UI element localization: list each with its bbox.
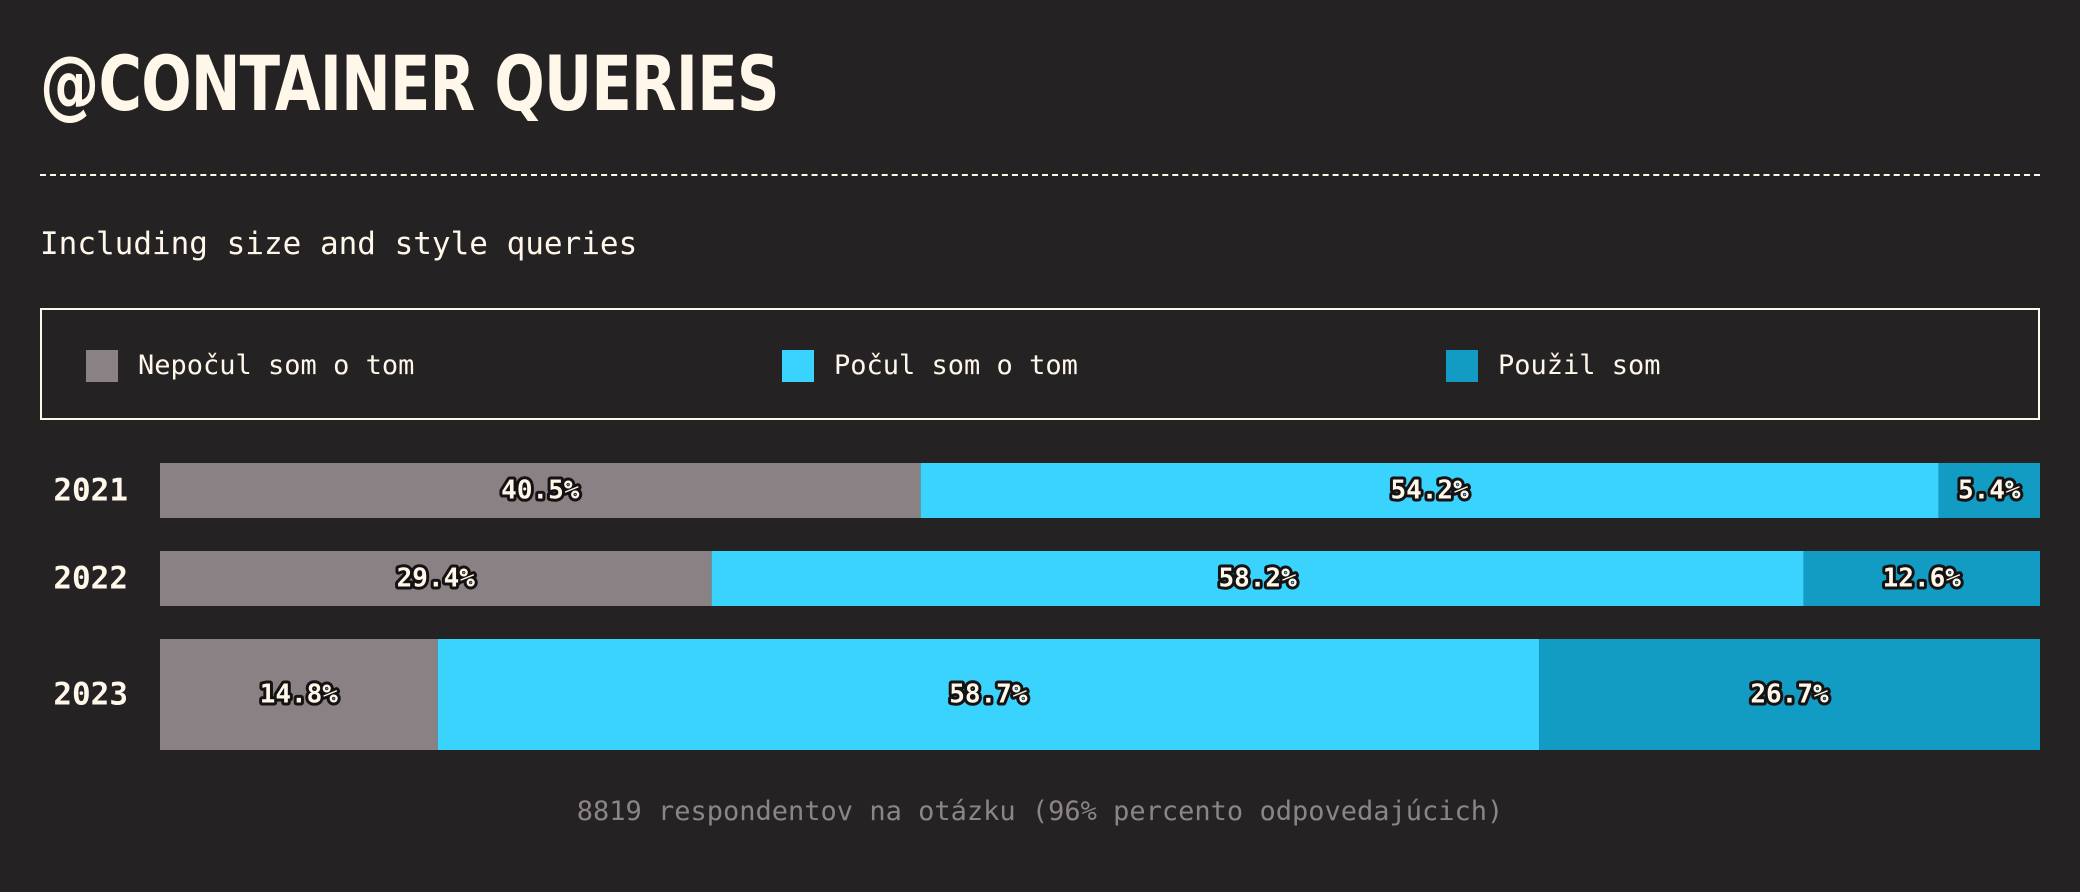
legend-label-heard: Počul som o tom bbox=[834, 350, 1078, 381]
legend-swatch-never-heard bbox=[86, 350, 118, 382]
page-title: @CONTAINER QUERIES bbox=[40, 39, 780, 128]
legend-item-never-heard[interactable]: Nepočul som o tom bbox=[86, 350, 414, 382]
y-tick-label-2022: 2022 bbox=[53, 561, 128, 597]
legend-item-used[interactable]: Použil som bbox=[1446, 350, 1661, 382]
bar-2022-pouzil-som[interactable] bbox=[1803, 551, 2040, 606]
legend-label-never-heard: Nepočul som o tom bbox=[138, 350, 415, 381]
bar-2023-nepocul-som-o-tom[interactable] bbox=[160, 639, 438, 750]
legend-label-used: Použil som bbox=[1498, 350, 1661, 381]
bar-2023-pocul-som-o-tom[interactable] bbox=[437, 639, 1540, 750]
bar-2023-pouzil-som[interactable] bbox=[1539, 639, 2040, 750]
data-label-2022-pocul-som-o-tom: 58.2% bbox=[1218, 564, 1297, 594]
chart-subtitle: Including size and style queries bbox=[40, 226, 638, 262]
data-label-2023-pocul-som-o-tom: 58.7% bbox=[949, 680, 1028, 710]
legend-swatch-heard bbox=[782, 350, 814, 382]
bar-2021-pocul-som-o-tom[interactable] bbox=[920, 463, 1939, 518]
respondents-note: 8819 respondentov na otázku (96% percent… bbox=[576, 796, 1504, 827]
data-label-2021-nepocul-som-o-tom: 40.5% bbox=[501, 476, 580, 506]
y-tick-label-2021: 2021 bbox=[53, 473, 128, 509]
data-label-2021-pouzil-som: 5.4% bbox=[1958, 476, 2021, 506]
bar-2021-nepocul-som-o-tom[interactable] bbox=[160, 463, 921, 518]
bar-2022-nepocul-som-o-tom[interactable] bbox=[160, 551, 712, 606]
data-label-2021-pocul-som-o-tom: 54.2% bbox=[1390, 476, 1469, 506]
data-label-2022-pouzil-som: 12.6% bbox=[1883, 564, 1962, 594]
title-divider bbox=[40, 174, 2040, 176]
bar-2022-pocul-som-o-tom[interactable] bbox=[711, 551, 1804, 606]
legend-swatch-used bbox=[1446, 350, 1478, 382]
legend-item-heard[interactable]: Počul som o tom bbox=[782, 350, 1078, 382]
y-tick-label-2023: 2023 bbox=[53, 677, 128, 713]
chart-legend: Nepočul som o tom Počul som o tom Použil… bbox=[40, 308, 2040, 420]
bar-2021-pouzil-som[interactable] bbox=[1938, 463, 2040, 518]
data-label-2023-pouzil-som: 26.7% bbox=[1750, 680, 1829, 710]
data-label-2022-nepocul-som-o-tom: 29.4% bbox=[397, 564, 476, 594]
data-label-2023-nepocul-som-o-tom: 14.8% bbox=[260, 680, 339, 710]
